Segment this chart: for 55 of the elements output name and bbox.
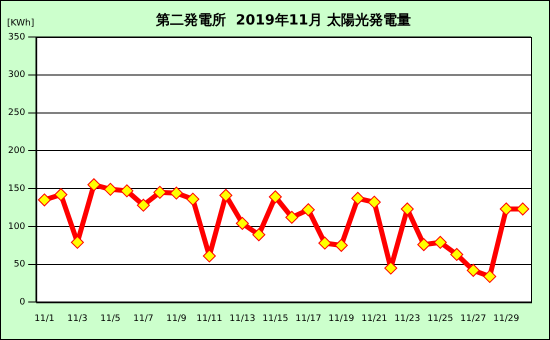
- point: [434, 236, 447, 249]
- point: [236, 216, 249, 230]
- x-tick-label: 11/3: [67, 314, 88, 324]
- point: [466, 264, 480, 277]
- point: [302, 203, 315, 216]
- point: [318, 236, 332, 250]
- y-tick-label: 300: [8, 70, 26, 80]
- x-tick-label: 11/21: [361, 314, 388, 324]
- point: [450, 248, 464, 261]
- point: [417, 238, 430, 252]
- y-tick-label: 200: [8, 146, 26, 156]
- y-tick-label: 150: [8, 184, 26, 194]
- point: [252, 228, 266, 242]
- x-tick-label: 11/29: [493, 314, 520, 324]
- x-tick-label: 11/23: [394, 314, 420, 324]
- point: [202, 249, 216, 262]
- x-tick-label: 11/13: [229, 314, 256, 324]
- point: [38, 193, 51, 206]
- point: [400, 202, 414, 216]
- point: [87, 178, 100, 192]
- point: [483, 270, 496, 283]
- point: [70, 236, 84, 249]
- x-tick-label: 11/19: [328, 314, 355, 324]
- x-tick-label: 11/9: [166, 314, 187, 324]
- point: [285, 210, 298, 224]
- x-tick-label: 11/17: [295, 314, 322, 324]
- chart-title: 第二発電所 2019年11月 太陽光発電量: [155, 12, 412, 29]
- point: [136, 198, 150, 212]
- point: [500, 202, 513, 216]
- x-tick-label: 11/7: [133, 314, 154, 324]
- point: [104, 182, 117, 196]
- x-tick-label: 11/11: [196, 314, 222, 324]
- point: [170, 186, 183, 200]
- x-tick-label: 11/15: [262, 314, 288, 324]
- point: [153, 186, 166, 199]
- point: [351, 192, 364, 205]
- point: [120, 184, 134, 198]
- point: [384, 262, 398, 275]
- x-tick-label: 11/25: [427, 314, 454, 324]
- point: [516, 202, 530, 216]
- point: [334, 238, 348, 252]
- point: [54, 188, 68, 202]
- y-tick-label: 250: [8, 108, 26, 118]
- y-axis-title: [KWh]: [7, 18, 34, 28]
- y-tick-label: 50: [14, 260, 26, 270]
- x-tick-label: 11/1: [34, 314, 55, 324]
- y-tick-label: 350: [8, 32, 26, 42]
- point: [219, 188, 232, 202]
- y-tick-label: 100: [8, 222, 26, 232]
- point: [368, 196, 381, 209]
- point: [268, 190, 282, 204]
- point: [186, 192, 200, 206]
- y-tick-label: 0: [19, 298, 26, 308]
- x-tick-label: 11/5: [100, 314, 121, 324]
- x-tick-label: 11/27: [460, 314, 486, 324]
